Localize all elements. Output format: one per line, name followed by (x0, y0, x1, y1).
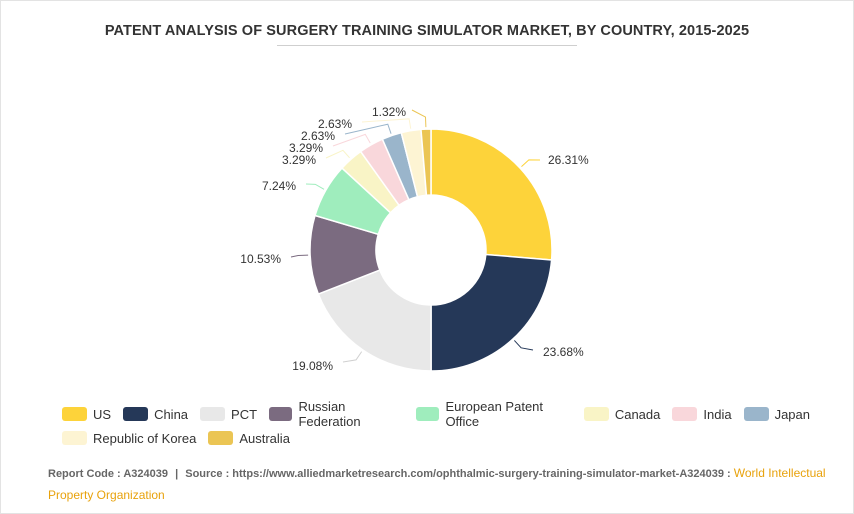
leader-line-us (521, 159, 541, 168)
data-label-canada: 3.29% (282, 153, 316, 167)
legend-swatch (62, 431, 87, 445)
data-label-european-patent-office: 7.24% (262, 179, 296, 193)
legend-label: PCT (231, 406, 258, 422)
slice-china[interactable] (430, 253, 553, 372)
slice-australia[interactable] (420, 128, 432, 196)
legend-item-russian-federation[interactable]: Russian Federation (269, 399, 404, 429)
footer-separator: | (175, 468, 179, 480)
leader-line-russian-federation (290, 254, 309, 258)
data-label-australia: 1.32% (372, 105, 406, 119)
title-underline (277, 45, 577, 46)
legend-label: Republic of Korea (93, 430, 197, 446)
legend-row: Republic of Korea Australia (62, 426, 822, 450)
legend-label: India (703, 406, 732, 422)
footer: Report Code : A324039 | Source : https:/… (48, 463, 838, 507)
donut-chart: 26.31%23.68%19.08%10.53%7.24%3.29%3.29%2… (240, 105, 589, 373)
data-label-us: 26.31% (548, 153, 589, 167)
data-label-pct: 19.08% (292, 359, 333, 373)
legend-item-european-patent-office[interactable]: European Patent Office (416, 399, 572, 429)
slice-pct[interactable] (317, 269, 432, 372)
legend-item-india[interactable]: India (672, 406, 732, 422)
legend-swatch (200, 407, 226, 421)
legend-item-pct[interactable]: PCT (200, 407, 257, 422)
legend-label: Japan (774, 406, 810, 422)
leader-line-canada (325, 149, 350, 159)
legend-swatch (269, 407, 293, 421)
legend-label: Russian Federation (298, 399, 361, 429)
legend-label: China (154, 406, 189, 422)
legend-item-us[interactable]: US (62, 407, 111, 422)
legend-item-republic-of-korea[interactable]: Republic of Korea (62, 431, 196, 446)
legend-label: Australia (239, 430, 290, 446)
legend-swatch (416, 407, 440, 421)
leader-line-china (513, 340, 534, 351)
slice-us[interactable] (430, 128, 553, 261)
leader-line-australia (411, 109, 427, 128)
legend-label: Canada (614, 406, 661, 422)
leader-line-pct (342, 351, 363, 363)
leader-line-india (332, 133, 371, 147)
legend-item-china[interactable]: China (123, 407, 188, 422)
legend-swatch (672, 407, 698, 421)
legend-swatch (743, 407, 769, 421)
data-label-russian-federation: 10.53% (240, 252, 281, 266)
legend-label: European Patent Office (445, 399, 544, 429)
legend-swatch (62, 407, 87, 421)
source-text: Source : https://www.alliedmarketresearc… (185, 468, 731, 480)
leader-line-republic-of-korea (361, 118, 412, 129)
legend-swatch (583, 407, 609, 421)
source-organization: World Intellectual Property Organization (48, 466, 826, 502)
legend-row: US China PCT Russian Federation European Pat… (62, 399, 822, 429)
leader-line-european-patent-office (305, 183, 325, 190)
chart-title: PATENT ANALYSIS OF SURGERY TRAINING SIMU… (104, 23, 750, 39)
legend-label: US (93, 406, 112, 422)
legend-swatch (123, 407, 149, 421)
chart-legend: US China PCT Russian Federation European Pat… (62, 399, 822, 450)
legend-swatch (208, 431, 234, 445)
data-label-republic-of-korea: 2.63% (318, 117, 352, 131)
data-label-china: 23.68% (543, 345, 584, 359)
data-label-india: 3.29% (289, 141, 323, 155)
legend-item-australia[interactable]: Australia (208, 431, 290, 446)
leader-line-japan (344, 123, 392, 135)
report-code: Report Code : A324039 (48, 468, 169, 480)
legend-item-japan[interactable]: Japan (743, 406, 810, 422)
legend-item-canada[interactable]: Canada (583, 406, 661, 422)
data-label-japan: 2.63% (301, 129, 335, 143)
